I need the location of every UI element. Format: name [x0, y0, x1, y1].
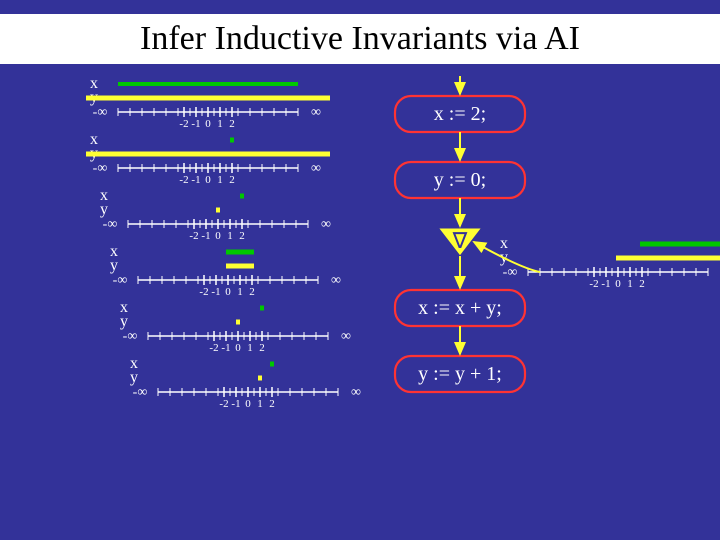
tick-label: 1 — [237, 286, 243, 298]
tick-label: 2 — [639, 278, 645, 290]
tick-label: 0 — [615, 278, 621, 290]
tick-label: 0 — [245, 398, 251, 410]
tick-label: -1 — [191, 118, 200, 130]
stmt-label: x := x + y; — [418, 297, 502, 319]
tick-label: 0 — [205, 118, 211, 130]
tick-label: 0 — [205, 174, 211, 186]
tick-label: -1 — [201, 230, 210, 242]
tick-label: -2 — [209, 342, 218, 354]
diagram-canvas: xy-2-1012-∞∞xy-2-1012-∞∞xy-2-1012-∞∞xy-2… — [0, 66, 720, 540]
nabla-symbol: ∇ — [452, 228, 468, 253]
neg-infinity: -∞ — [113, 273, 128, 288]
tick-label: -1 — [601, 278, 610, 290]
tick-label: 2 — [259, 342, 265, 354]
tick-label: -2 — [199, 286, 208, 298]
tick-label: -2 — [179, 174, 188, 186]
tick-label: 2 — [269, 398, 275, 410]
tick-label: 1 — [217, 174, 223, 186]
tick-label: -1 — [231, 398, 240, 410]
var-label-y: y — [110, 257, 118, 274]
var-label-y: y — [120, 313, 128, 330]
tick-label: 0 — [215, 230, 221, 242]
tick-label: 2 — [239, 230, 245, 242]
tick-label: -2 — [219, 398, 228, 410]
tick-label: 1 — [227, 230, 233, 242]
neg-infinity: -∞ — [133, 385, 148, 400]
tick-label: -2 — [189, 230, 198, 242]
tick-label: 2 — [229, 174, 235, 186]
neg-infinity: -∞ — [93, 105, 108, 120]
tick-label: -2 — [589, 278, 598, 290]
tick-label: -2 — [179, 118, 188, 130]
pos-infinity: ∞ — [351, 385, 361, 400]
pos-infinity: ∞ — [341, 329, 351, 344]
tick-label: 2 — [229, 118, 235, 130]
pos-infinity: ∞ — [321, 217, 331, 232]
pos-infinity: ∞ — [331, 273, 341, 288]
tick-label: 1 — [627, 278, 633, 290]
tick-label: -1 — [211, 286, 220, 298]
neg-infinity: -∞ — [103, 217, 118, 232]
tick-label: 0 — [235, 342, 241, 354]
neg-infinity: -∞ — [503, 265, 518, 280]
stmt-label: y := y + 1; — [418, 363, 502, 385]
tick-label: -1 — [221, 342, 230, 354]
stmt-label: y := 0; — [434, 169, 486, 191]
var-label-y: y — [100, 201, 108, 218]
tick-label: 0 — [225, 286, 231, 298]
tick-label: 1 — [217, 118, 223, 130]
var-label-y: y — [130, 369, 138, 386]
neg-infinity: -∞ — [123, 329, 138, 344]
neg-infinity: -∞ — [93, 161, 108, 176]
stmt-label: x := 2; — [434, 103, 486, 125]
tick-label: 1 — [247, 342, 253, 354]
pos-infinity: ∞ — [311, 161, 321, 176]
tick-label: 2 — [249, 286, 255, 298]
diagram-svg: xy-2-1012-∞∞xy-2-1012-∞∞xy-2-1012-∞∞xy-2… — [0, 66, 720, 540]
slide-title: Infer Inductive Invariants via AI — [0, 14, 720, 64]
pos-infinity: ∞ — [311, 105, 321, 120]
tick-label: -1 — [191, 174, 200, 186]
tick-label: 1 — [257, 398, 263, 410]
